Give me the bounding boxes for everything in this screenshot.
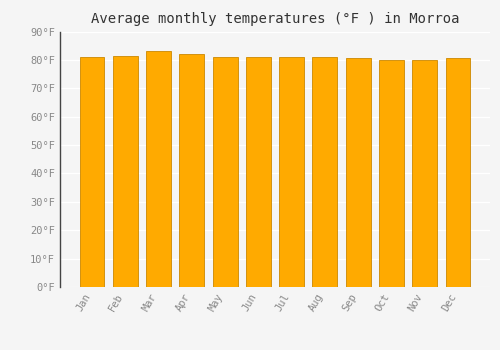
Bar <box>312 57 338 287</box>
Bar <box>279 57 304 287</box>
Bar <box>80 57 104 287</box>
Bar <box>446 58 470 287</box>
Bar <box>346 58 370 287</box>
Bar <box>379 60 404 287</box>
Bar <box>212 57 238 287</box>
Bar <box>113 56 138 287</box>
Bar <box>180 54 204 287</box>
Bar <box>146 51 171 287</box>
Bar <box>412 60 437 287</box>
Bar <box>246 57 271 287</box>
Title: Average monthly temperatures (°F ) in Morroa: Average monthly temperatures (°F ) in Mo… <box>91 12 459 26</box>
